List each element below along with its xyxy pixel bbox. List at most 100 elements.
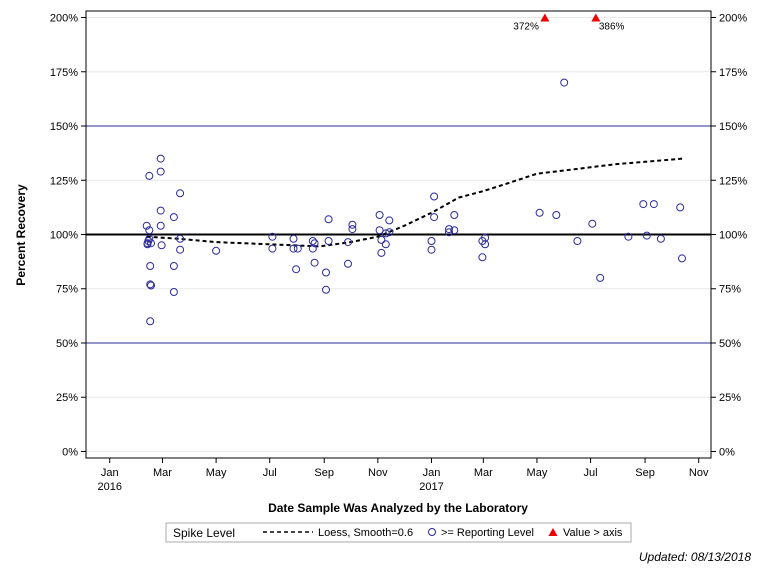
data-point xyxy=(145,171,154,180)
x-tick-label: Nov xyxy=(689,467,709,479)
y-tick-label-right: 100% xyxy=(719,230,747,242)
data-point xyxy=(156,206,165,215)
x-tick-label: Jan xyxy=(423,467,441,479)
x-tick-year-label: 2016 xyxy=(97,481,121,493)
legend-circle-label: >= Reporting Level xyxy=(441,527,534,539)
data-point xyxy=(308,237,317,245)
data-point xyxy=(169,262,178,270)
data-point xyxy=(293,244,302,253)
data-point xyxy=(268,244,277,253)
data-point xyxy=(322,285,330,294)
updated-footnote: Updated: 08/13/2018 xyxy=(639,550,751,564)
x-tick-label: Sep xyxy=(314,467,334,479)
y-tick-label-left: 150% xyxy=(50,121,78,133)
loess-line xyxy=(146,157,683,248)
data-point xyxy=(377,235,386,244)
y-tick-label-right: 0% xyxy=(719,446,735,458)
data-point xyxy=(157,241,166,250)
data-point xyxy=(445,228,453,237)
y-tick-label-right: 75% xyxy=(719,284,741,296)
legend-title: Spike Level xyxy=(173,526,235,540)
data-point xyxy=(385,216,394,225)
data-point xyxy=(146,317,155,326)
y-axis-label: Percent Recovery xyxy=(14,184,28,286)
y-tick-label-left: 0% xyxy=(62,446,78,458)
data-point xyxy=(639,200,648,209)
x-tick-label: Mar xyxy=(474,467,493,479)
data-point xyxy=(308,244,317,253)
data-point xyxy=(573,237,582,245)
legend-triangle-label: Value > axis xyxy=(563,527,623,539)
exceed-marker xyxy=(540,13,550,22)
x-axis: Jan 2016 Mar May Jul Sep Nov Jan 2017 Mar May Jul Se… xyxy=(97,458,709,493)
y-tick-label-right: 200% xyxy=(719,13,747,25)
data-point xyxy=(427,245,436,254)
data-point xyxy=(381,240,390,249)
exceed-value-label: 386% xyxy=(599,22,625,33)
data-point xyxy=(344,238,352,247)
y-tick-label-left: 75% xyxy=(56,284,78,296)
exceed-marker xyxy=(591,13,601,22)
data-point xyxy=(292,265,301,274)
scatter-series xyxy=(142,78,686,326)
data-point xyxy=(268,232,277,241)
data-point xyxy=(145,234,154,243)
data-point xyxy=(156,154,165,163)
data-point xyxy=(146,280,155,289)
y-tick-label-right: 175% xyxy=(719,67,747,79)
y-axis-right: 0% 25% 50% 75% 100% 125% 150% 175% 200% xyxy=(711,13,747,458)
x-tick-year-label: 2017 xyxy=(419,481,443,493)
data-point xyxy=(450,226,459,235)
y-tick-label-left: 200% xyxy=(50,13,78,25)
data-point xyxy=(147,239,155,248)
data-point xyxy=(176,245,185,254)
data-point xyxy=(624,232,633,241)
data-point xyxy=(678,254,686,263)
data-point xyxy=(649,200,658,209)
data-point xyxy=(145,226,154,235)
x-tick-label: Jan xyxy=(101,467,119,479)
y-axis-left: 0% 25% 50% 75% 100% 125% 150% 175% 200% xyxy=(50,13,86,458)
data-point xyxy=(375,226,384,235)
legend-triangle-symbol xyxy=(548,528,558,536)
data-point xyxy=(310,258,319,267)
data-point xyxy=(322,268,330,277)
data-point xyxy=(385,228,394,237)
data-point xyxy=(656,234,665,243)
data-point xyxy=(642,231,651,240)
data-point xyxy=(588,219,597,228)
data-point xyxy=(176,189,185,198)
data-point xyxy=(552,211,561,219)
data-point xyxy=(375,211,384,219)
x-tick-label: May xyxy=(206,467,227,479)
y-tick-label-right: 25% xyxy=(719,392,741,404)
data-point xyxy=(348,225,357,234)
data-point xyxy=(430,213,439,222)
data-point xyxy=(481,240,490,249)
y-tick-label-right: 50% xyxy=(719,338,741,350)
data-point xyxy=(212,246,221,255)
y-tick-label-left: 100% xyxy=(50,230,78,242)
data-point xyxy=(143,240,152,249)
data-point xyxy=(377,248,386,257)
data-point xyxy=(176,234,185,243)
x-tick-label: Jul xyxy=(584,467,598,479)
data-point xyxy=(344,259,352,268)
data-point xyxy=(596,273,605,282)
data-point xyxy=(445,225,453,234)
data-point xyxy=(676,203,685,212)
exceed-value-label: 372% xyxy=(513,22,539,33)
data-point xyxy=(146,262,155,270)
data-point xyxy=(348,220,357,229)
data-point xyxy=(156,221,165,230)
y-tick-label-left: 175% xyxy=(50,67,78,79)
y-tick-label-right: 150% xyxy=(719,121,747,133)
data-point xyxy=(156,167,165,176)
data-point xyxy=(478,253,487,262)
data-point xyxy=(324,215,333,224)
data-point xyxy=(535,208,544,217)
y-tick-label-left: 25% xyxy=(56,392,78,404)
data-point xyxy=(430,192,439,201)
legend-circle-symbol xyxy=(428,528,436,536)
